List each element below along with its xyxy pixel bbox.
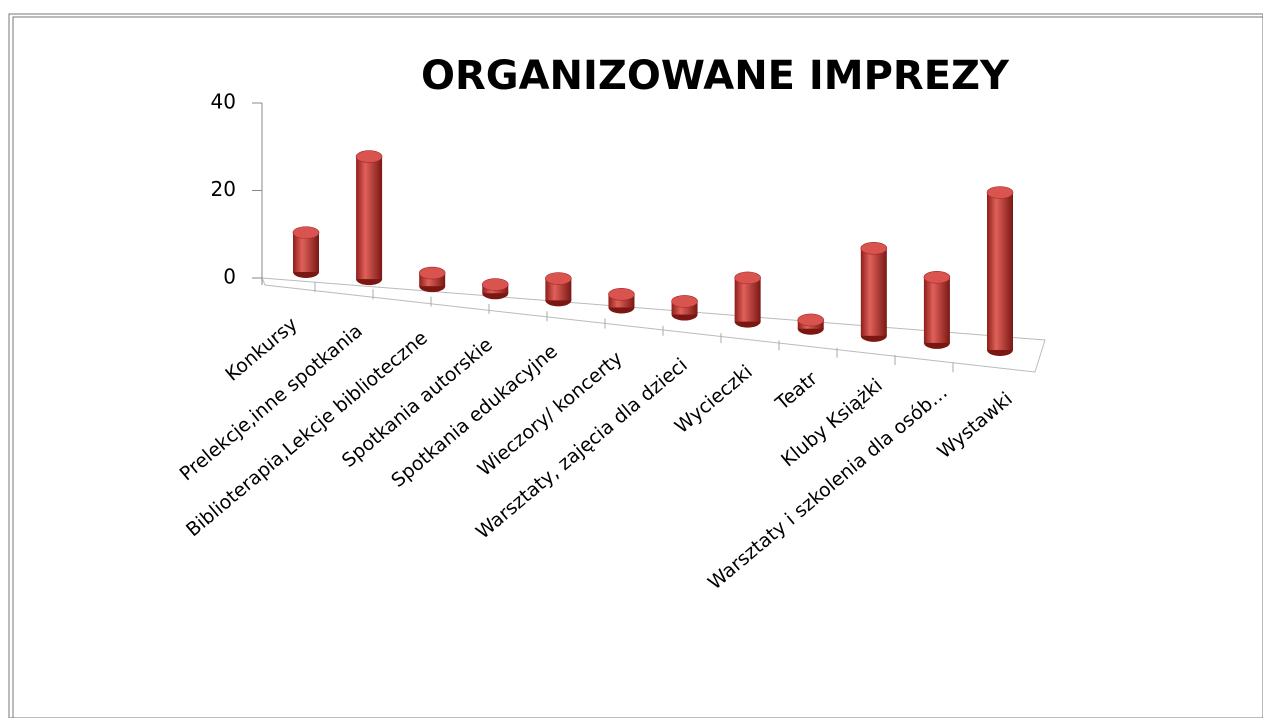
frame-inner (12, 16, 1263, 719)
chart-title: ORGANIZOWANE IMPREZY (421, 53, 1010, 99)
bar-top (734, 271, 761, 285)
bar (923, 277, 950, 343)
bar-top (671, 295, 698, 308)
bar (987, 192, 1013, 350)
y-tick-label: 0 (223, 265, 236, 289)
bar (293, 232, 319, 272)
floor (261, 277, 1046, 373)
bar-top (608, 288, 635, 301)
bar (734, 277, 761, 322)
bar-top (797, 313, 825, 327)
bar (356, 156, 383, 280)
bar (860, 248, 887, 336)
bar-top (860, 242, 888, 255)
bar-top (545, 272, 572, 285)
bar-top (986, 186, 1014, 199)
x-tick-label: Teatr (771, 367, 822, 415)
bar-top (923, 270, 951, 284)
bar-top (481, 278, 509, 291)
frame (8, 13, 1263, 719)
bar-top (418, 266, 446, 280)
y-tick-label: 20 (211, 177, 236, 201)
bar-top (355, 150, 383, 163)
y-tick-label: 40 (211, 90, 236, 114)
bar-top (292, 226, 320, 239)
